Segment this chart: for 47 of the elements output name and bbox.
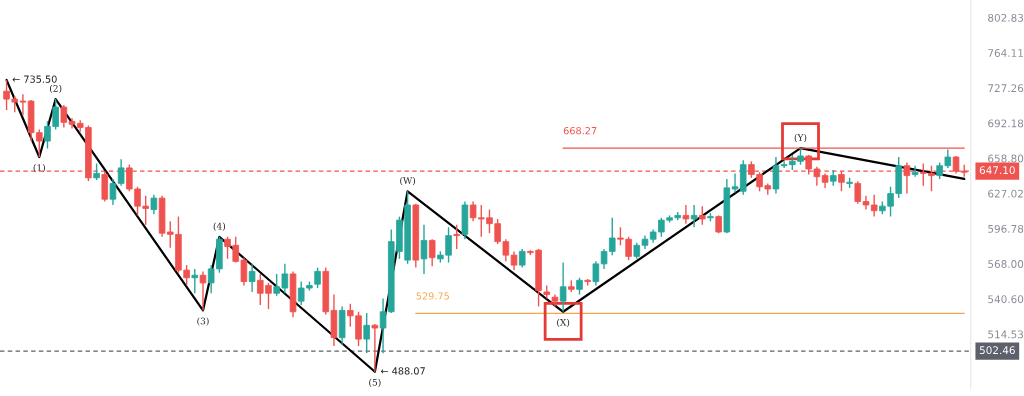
candlestick: [314, 266, 321, 289]
candlestick: [117, 158, 125, 187]
data-label: 529.75: [416, 292, 449, 300]
candlestick: [911, 165, 919, 178]
data-label: ← 488.07: [380, 367, 425, 375]
candlestick: [453, 224, 461, 250]
annotation: (4): [213, 222, 226, 231]
annotation: (3): [197, 317, 209, 326]
y-tick-label: 596.78: [988, 224, 1024, 233]
annotation: (X): [557, 318, 570, 327]
annotation: (1): [33, 163, 45, 173]
candlestick: [420, 224, 428, 275]
candlestick: [772, 156, 780, 195]
data-label: 668.27: [563, 126, 597, 135]
y-tick-label: 540.60: [988, 295, 1024, 304]
y-tick-label: 658.80: [988, 154, 1024, 163]
candlestick: [371, 323, 379, 373]
candlestick: [518, 248, 526, 269]
y-tick-label: 568.00: [988, 260, 1024, 268]
candlestick: [60, 104, 68, 129]
annotation: (2): [49, 84, 62, 94]
annotation: (Y): [794, 133, 807, 143]
candlestick: [870, 193, 878, 218]
candlestick: [510, 250, 518, 271]
candlestick: [191, 268, 199, 294]
candlestick: [559, 261, 567, 313]
ref-line-label: 647.10: [979, 166, 1015, 175]
candlestick: [248, 263, 256, 293]
candlestick: [592, 260, 600, 287]
candlestick: [682, 204, 690, 225]
annotation: (W): [400, 176, 416, 186]
data-label: ← 735.50: [12, 75, 57, 83]
y-tick-label: 627.02: [988, 189, 1023, 198]
candlestick: [150, 193, 158, 215]
candlestick: [690, 204, 698, 228]
y-tick-label: 692.18: [988, 119, 1024, 128]
y-tick-label: 727.26: [988, 84, 1024, 93]
candlestick: [428, 238, 436, 268]
y-tick-label: 764.11: [988, 49, 1023, 57]
y-tick-label: 514.53: [988, 330, 1024, 339]
candlestick: [199, 270, 207, 312]
candlestick: [109, 178, 117, 206]
y-tick-label: 802.83: [988, 13, 1024, 22]
candlestick: [699, 205, 706, 226]
annotation: (5): [369, 378, 381, 387]
candlestick: [363, 312, 370, 354]
ref-line-label: 502.46: [979, 346, 1015, 355]
